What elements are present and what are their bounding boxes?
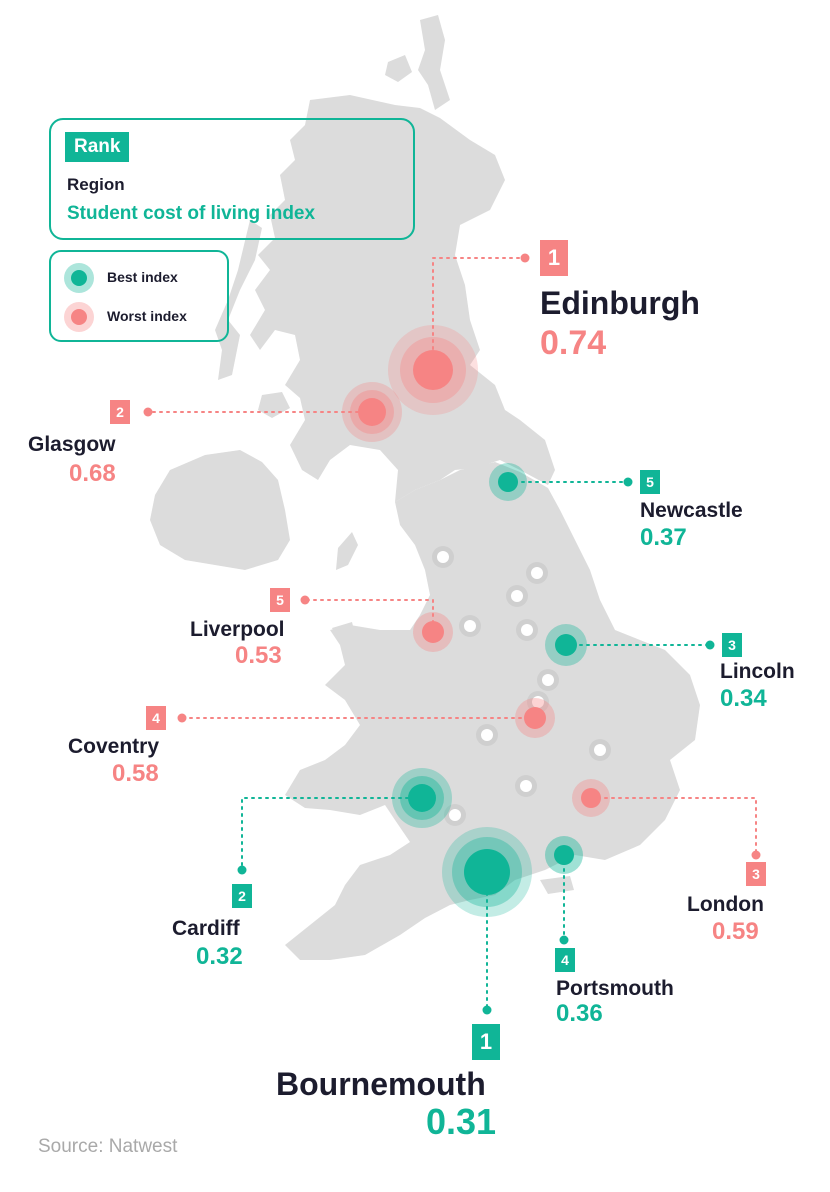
- london-leader-end: [751, 850, 761, 860]
- coventry-value: 0.58: [112, 760, 159, 787]
- bournemouth-name: Bournemouth: [276, 1066, 486, 1102]
- cardiff-marker: [392, 768, 452, 828]
- edinburgh-marker: [388, 325, 478, 415]
- portsmouth-leader-end: [559, 935, 569, 945]
- liverpool-marker: [413, 612, 453, 652]
- cardiff-value: 0.32: [196, 943, 243, 970]
- edinburgh-value: 0.74: [540, 324, 607, 362]
- bournemouth-value: 0.31: [426, 1101, 497, 1142]
- newcastle-name: Newcastle: [640, 499, 743, 522]
- legend-color-key: Best index Worst index: [49, 250, 229, 342]
- liverpool-name: Liverpool: [190, 618, 285, 641]
- london-marker: [572, 779, 610, 817]
- portsmouth-marker: [545, 836, 583, 874]
- cardiff-leader-end: [237, 865, 247, 875]
- newcastle-leader-end: [623, 477, 633, 487]
- cardiff-name: Cardiff: [172, 917, 240, 940]
- london-leader: [590, 797, 757, 856]
- glasgow-name: Glasgow: [28, 433, 116, 456]
- northern-ireland-land: [150, 450, 290, 570]
- legend-region-label: Region: [67, 175, 125, 194]
- glasgow-marker: [342, 382, 402, 442]
- edinburgh-leader: [432, 257, 526, 371]
- lincoln-leader-end: [705, 640, 715, 650]
- legend-index-label: Student cost of living index: [67, 203, 316, 224]
- legend-key: Rank Region Student cost of living index: [49, 118, 415, 240]
- shetland-land: [418, 15, 450, 110]
- bournemouth-leader-end: [482, 1005, 492, 1015]
- legend-best-label: Best index: [107, 269, 178, 285]
- newcastle-rank-badge: 5: [640, 470, 660, 494]
- scotland-land: [250, 95, 555, 502]
- legend-worst-label: Worst index: [107, 308, 187, 324]
- edinburgh-leader-end: [520, 253, 530, 263]
- legend-rank-badge: Rank: [65, 132, 130, 162]
- glasgow-value: 0.68: [69, 460, 116, 487]
- lincoln-rank-badge: 3: [722, 633, 742, 657]
- newcastle-value: 0.37: [640, 524, 687, 551]
- coventry-marker: [515, 698, 555, 738]
- edinburgh-rank-badge: 1: [540, 240, 568, 276]
- england-wales-land: [285, 462, 700, 960]
- legend-rank-label: Rank: [74, 136, 121, 157]
- source-note: Source: Natwest: [38, 1136, 178, 1157]
- portsmouth-rank-badge: 4: [555, 948, 575, 972]
- coventry-name: Coventry: [68, 735, 160, 758]
- liverpool-leader-end: [300, 595, 310, 605]
- lincoln-value: 0.34: [720, 685, 767, 712]
- islay-land: [258, 392, 290, 418]
- lincoln-name: Lincoln: [720, 660, 795, 683]
- hebrides-land: [215, 220, 262, 380]
- coventry-rank-badge: 4: [146, 706, 166, 730]
- coventry-leader-end: [177, 713, 187, 723]
- lincoln-marker: [545, 624, 587, 666]
- anglesey-land: [332, 622, 356, 644]
- isle-of-man-land: [336, 532, 358, 570]
- newcastle-marker: [489, 463, 527, 501]
- liverpool-rank-badge: 5: [270, 588, 290, 612]
- glasgow-rank-badge: 2: [110, 400, 130, 424]
- bournemouth-marker: [442, 827, 532, 917]
- london-rank-badge: 3: [746, 862, 766, 886]
- edinburgh-name: Edinburgh: [540, 285, 700, 321]
- london-name: London: [687, 893, 764, 916]
- bournemouth-rank-badge: 1: [472, 1024, 500, 1060]
- portsmouth-value: 0.36: [556, 1000, 603, 1027]
- liverpool-value: 0.53: [235, 642, 282, 669]
- glasgow-leader-end: [143, 407, 153, 417]
- london-value: 0.59: [712, 918, 759, 945]
- isle-of-wight-land: [540, 876, 574, 894]
- legend-markers: [64, 263, 94, 332]
- other-city-dots: [432, 546, 611, 826]
- cardiff-rank-badge: 2: [232, 884, 252, 908]
- orkney-land: [385, 55, 412, 82]
- portsmouth-name: Portsmouth: [556, 977, 674, 1000]
- liverpool-leader: [304, 599, 434, 631]
